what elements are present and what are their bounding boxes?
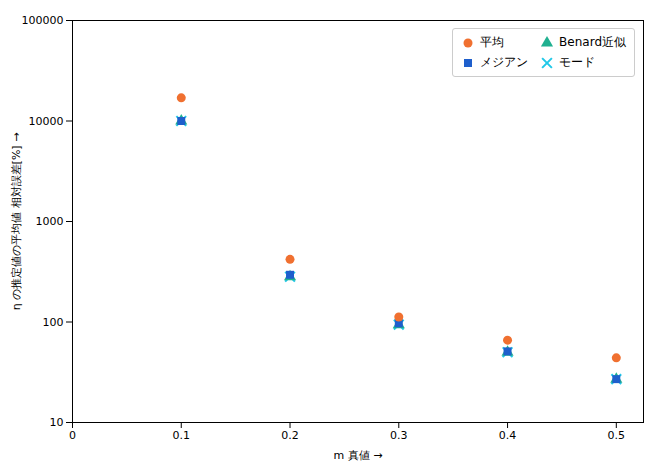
svg-text:0.2: 0.2 — [281, 429, 299, 442]
svg-text:10000: 10000 — [29, 115, 64, 128]
html-text:メジアン: メジアン — [480, 55, 529, 69]
svg-text:0.4: 0.4 — [499, 429, 517, 442]
html-text:平均: 平均 — [480, 35, 505, 49]
svg-text:η の推定値の平均値 相対誤差[%] →: η の推定値の平均値 相対誤差[%] → — [10, 133, 23, 311]
svg-text:0.1: 0.1 — [173, 429, 191, 442]
html-text:Benard近似: Benard近似 — [559, 35, 626, 49]
svg-text:0: 0 — [69, 429, 76, 442]
svg-text:1000: 1000 — [36, 215, 64, 228]
svg-text:100: 100 — [43, 316, 64, 329]
svg-text:m 真値 →: m 真値 → — [334, 449, 383, 462]
svg-text:100000: 100000 — [22, 14, 64, 27]
html-text:モード: モード — [559, 55, 596, 69]
svg-text:0.3: 0.3 — [390, 429, 408, 442]
svg-text:10: 10 — [50, 416, 64, 429]
svg-text:0.5: 0.5 — [608, 429, 626, 442]
